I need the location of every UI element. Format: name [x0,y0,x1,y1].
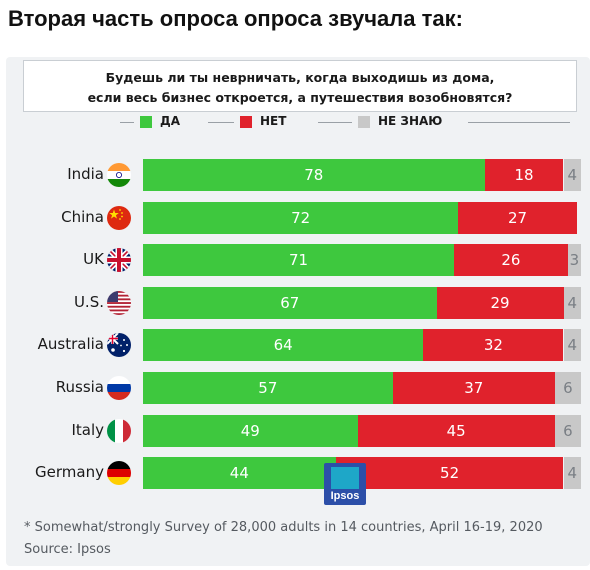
flag-india-icon [107,163,131,187]
bar-value-label: 52 [440,464,460,483]
bar-value-label: 4 [567,464,578,483]
flag-us-icon [107,290,131,315]
flag-australia-icon [107,333,131,358]
bar-yes: 44 [143,457,336,490]
legend-label-yes: ДА [160,114,180,128]
bar-no: 52 [335,457,564,490]
bar-value-label: 57 [258,379,278,397]
legend-item-no: НЕТ [234,114,318,129]
bar-no: 37 [392,372,555,404]
bar-unknown: 6 [554,414,581,447]
bar-value-label: 6 [563,421,573,440]
bar-unknown: 3 [567,244,581,277]
bar-value-label: 29 [490,293,510,312]
category-label: UK [83,250,104,269]
bar-yes: 67 [143,286,437,319]
bar-value-label: 72 [291,208,311,227]
bar-yes: 64 [143,329,424,362]
legend-label-unknown: НЕ ЗНАЮ [378,114,443,128]
chart-row: UK 71 26 3 [6,244,590,277]
bar-yes: 71 [143,244,454,277]
category-label: China [61,207,104,226]
bar-value-label: 45 [446,421,466,440]
flag-germany-icon [107,461,131,486]
chart-row: U.S. 67 29 4 [6,286,590,319]
bar-unknown: 4 [563,159,581,191]
bar-unknown: 6 [554,372,581,404]
bar-value-label: 4 [567,293,578,312]
flag-china-icon [107,205,131,230]
category-label: India [67,165,104,183]
bar-yes: 57 [143,372,393,404]
bar-value-label: 37 [464,379,484,397]
ipsos-logo-mark [331,467,359,489]
chart-row: Germany 44 52 4 [6,457,590,490]
bar-value-label: 71 [288,251,309,270]
flag-uk-icon [107,248,131,273]
category-label: Russia [55,378,104,396]
bar-no: 26 [454,244,568,277]
bar-no: 29 [436,286,564,319]
chart-title-line-1: Будешь ли ты неврничать, когда выходишь … [105,70,495,85]
category-label: Germany [35,463,104,482]
category-label: Australia [37,335,104,354]
category-label: Italy [71,420,104,439]
bar-value-label: 18 [514,166,534,184]
chart-card: Будешь ли ты неврничать, когда выходишь … [6,57,590,566]
chart-row: Australia 64 32 4 [6,329,590,362]
bar-no: 18 [484,159,564,191]
bar-value-label: 49 [240,421,260,440]
page-heading: Вторая часть опроса опроса звучала так: [8,6,463,31]
bar-value-label: 32 [483,336,503,355]
legend-item-yes: ДА [134,114,208,129]
chart-row: Italy 49 45 6 [6,414,590,447]
legend-swatch-yes [140,116,152,128]
chart-row: India 78 18 4 [6,159,590,191]
ipsos-logo-text: Ipsos [330,490,360,502]
bar-no: 27 [458,201,577,234]
ipsos-logo: Ipsos [324,463,366,505]
bar-yes: 49 [143,414,358,447]
bar-unknown: 4 [563,457,581,490]
category-label: U.S. [73,292,104,311]
bar-value-label: 6 [563,379,573,397]
bar-value-label: 27 [507,208,528,227]
bar-value-label: 44 [229,464,249,483]
bar-value-label: 4 [567,166,578,184]
bar-value-label: 4 [567,336,578,355]
flag-italy-icon [107,418,131,443]
bar-no: 32 [423,329,564,362]
legend-label-no: НЕТ [260,114,287,128]
chart-title-box: Будешь ли ты неврничать, когда выходишь … [23,60,577,112]
chart-title-line-2: если весь бизнес откроется, а путешестви… [87,90,513,105]
bar-value-label: 3 [569,251,580,270]
legend-swatch-unknown [358,116,370,128]
bar-unknown: 4 [563,329,581,362]
legend-swatch-no [240,116,252,128]
bar-no: 45 [357,414,555,447]
chart-source: Source: Ipsos [24,542,111,557]
bar-yes: 78 [143,159,485,191]
bar-value-label: 64 [273,336,293,355]
bar-value-label: 67 [280,293,300,312]
chart-footnote: * Somewhat/strongly Survey of 28,000 adu… [24,520,543,535]
flag-russia-icon [107,376,131,400]
legend-rule [120,122,570,123]
bar-yes: 72 [143,201,459,234]
bar-value-label: 26 [501,251,521,270]
bar-unknown: 4 [563,286,581,319]
chart-row: Russia 57 37 6 [6,372,590,404]
chart-row: China 72 27 [6,201,590,234]
bar-value-label: 78 [304,166,324,184]
legend-item-unknown: НЕ ЗНАЮ [352,114,468,129]
